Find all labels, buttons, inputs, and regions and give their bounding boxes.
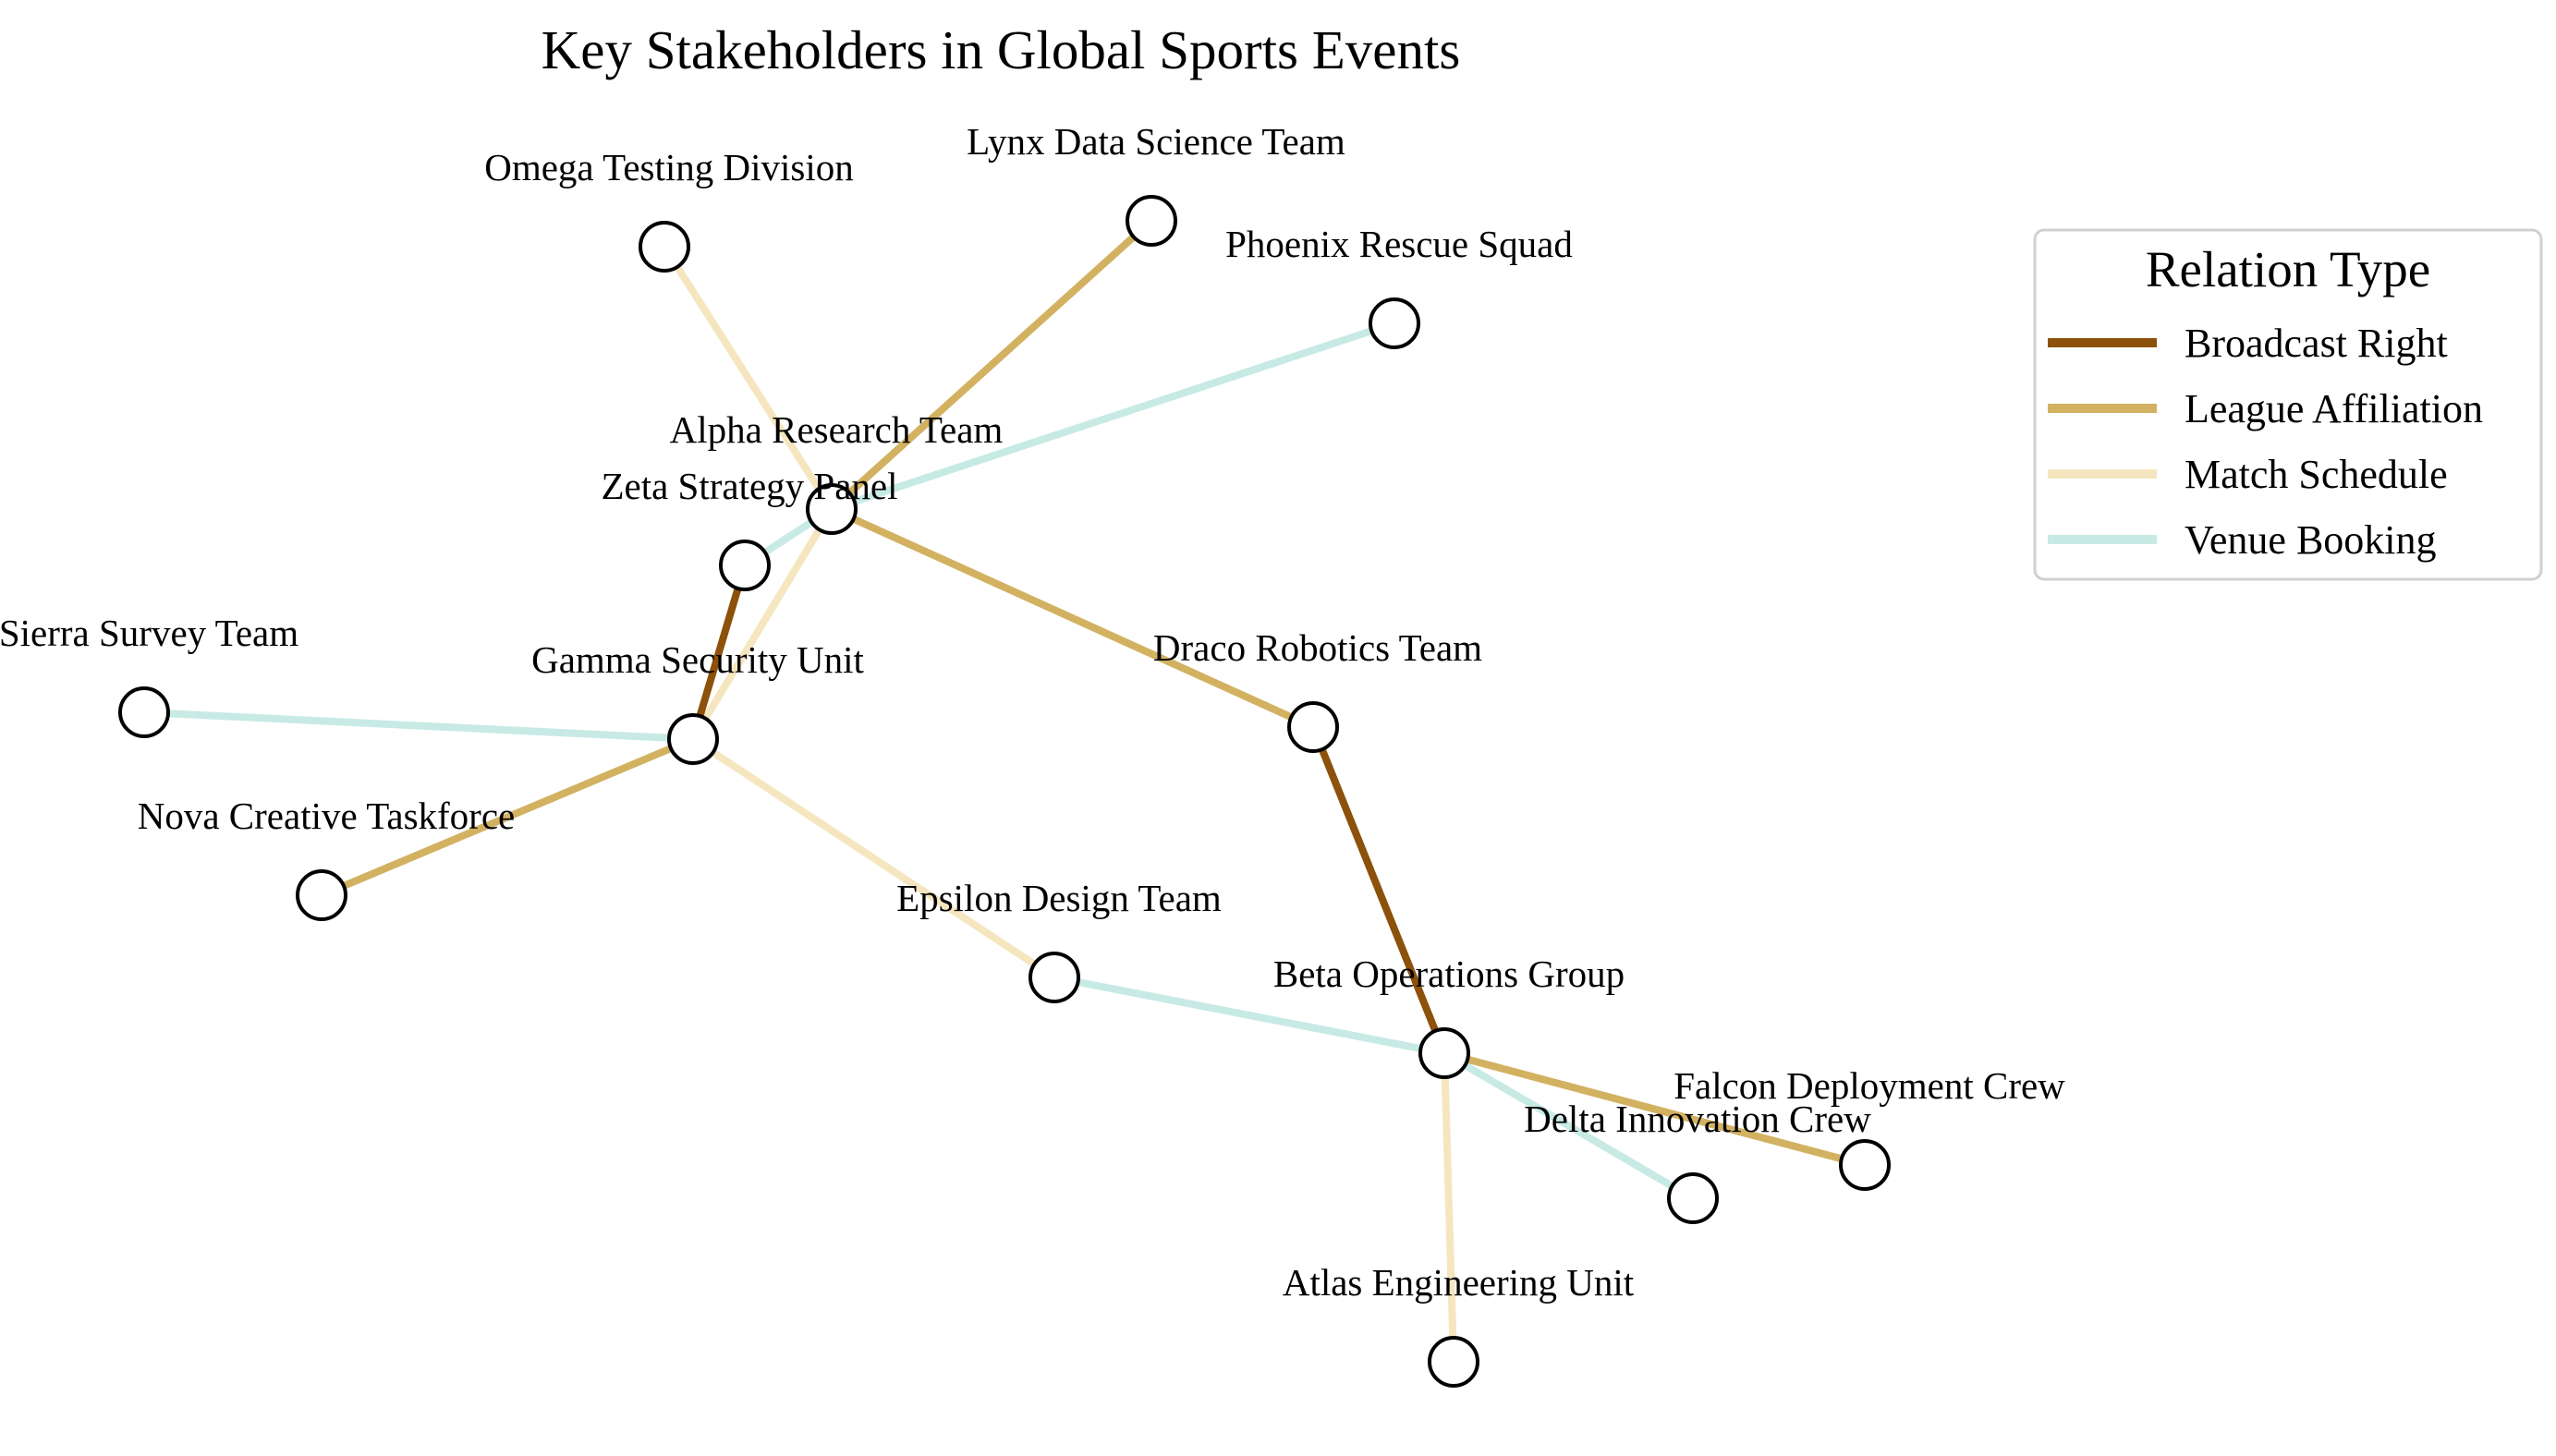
- node-falcon: [1839, 1139, 1891, 1191]
- legend-title: Relation Type: [2146, 241, 2430, 297]
- legend: Relation Type Broadcast Right League Affi…: [2033, 228, 2543, 581]
- node-label-beta: Beta Operations Group: [1273, 952, 1625, 995]
- node-label-nova: Nova Creative Taskforce: [138, 795, 515, 837]
- node-phoenix: [1369, 297, 1420, 349]
- node-label-delta: Delta Innovation Crew: [1524, 1098, 1871, 1140]
- node-label-zeta: Zeta Strategy Panel: [601, 465, 897, 507]
- edge-alpha-lynx: [829, 218, 1154, 512]
- node-beta: [1418, 1027, 1470, 1079]
- edge-zeta-gamma: [689, 564, 749, 741]
- node-label-atlas: Atlas Engineering Unit: [1283, 1261, 1635, 1304]
- node-sierra: [118, 686, 170, 738]
- diagram-title: Key Stakeholders in Global Sports Events: [542, 19, 1461, 80]
- edge-alpha-phoenix: [830, 320, 1396, 513]
- node-zeta: [719, 540, 771, 591]
- node-label-phoenix: Phoenix Rescue Squad: [1225, 223, 1573, 265]
- edge-draco-beta: [1309, 725, 1448, 1055]
- node-label-alpha: Alpha Research Team: [670, 408, 1004, 451]
- node-label-epsilon: Epsilon Design Team: [896, 877, 1222, 919]
- node-atlas: [1428, 1336, 1479, 1388]
- node-label-lynx: Lynx Data Science Team: [967, 120, 1345, 163]
- edge-alpha-gamma: [689, 506, 835, 742]
- edge-epsilon-beta: [1053, 974, 1445, 1057]
- edge-beta-falcon: [1442, 1050, 1867, 1169]
- legend-items: Broadcast Right League Affiliation Match S…: [2048, 321, 2483, 563]
- node-label-draco: Draco Robotics Team: [1153, 626, 1482, 669]
- legend-box: [2033, 228, 2543, 581]
- legend-label-venue: Venue Booking: [2185, 517, 2437, 563]
- edge-alpha-omega: [661, 244, 835, 512]
- node-label-sierra: Sierra Survey Team: [0, 612, 298, 654]
- node-omega: [639, 221, 690, 273]
- labels-layer: Alpha Research Team Beta Operations Group…: [0, 120, 2065, 1304]
- edge-beta-delta: [1442, 1050, 1696, 1202]
- legend-label-league: League Affiliation: [2185, 386, 2483, 431]
- nodes-layer: [118, 195, 1891, 1388]
- node-epsilon: [1028, 952, 1080, 1003]
- legend-label-match: Match Schedule: [2185, 452, 2448, 497]
- edge-alpha-draco: [830, 505, 1315, 731]
- edge-gamma-epsilon: [690, 735, 1057, 981]
- node-label-gamma: Gamma Security Unit: [531, 638, 864, 681]
- node-delta: [1667, 1172, 1719, 1224]
- node-gamma: [667, 713, 719, 765]
- edges-layer: [143, 218, 1867, 1363]
- legend-label-broadcast: Broadcast Right: [2185, 321, 2448, 366]
- edge-gamma-nova: [320, 735, 695, 899]
- node-alpha: [806, 483, 858, 535]
- edge-gamma-sierra: [143, 709, 694, 743]
- node-label-falcon: Falcon Deployment Crew: [1674, 1064, 2065, 1107]
- node-label-omega: Omega Testing Division: [484, 146, 854, 188]
- node-nova: [296, 869, 347, 921]
- node-draco: [1287, 701, 1339, 753]
- edge-beta-atlas: [1441, 1052, 1457, 1363]
- node-lynx: [1126, 195, 1177, 247]
